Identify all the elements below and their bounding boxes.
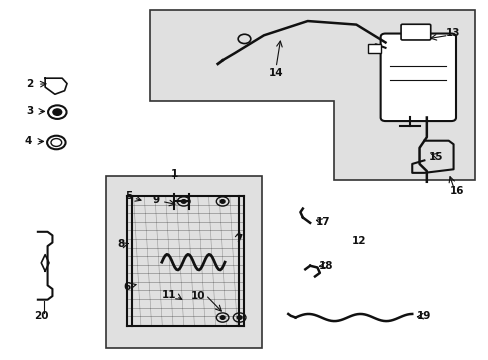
Text: 15: 15 [428, 152, 443, 162]
Text: 14: 14 [268, 68, 283, 78]
Circle shape [53, 109, 61, 115]
Circle shape [237, 316, 242, 319]
Text: 17: 17 [315, 217, 330, 227]
Text: 4: 4 [24, 136, 32, 147]
Text: 7: 7 [235, 234, 242, 244]
Text: 3: 3 [26, 107, 33, 116]
FancyBboxPatch shape [400, 24, 430, 40]
Bar [368, 44, 380, 53]
FancyBboxPatch shape [380, 33, 455, 121]
Circle shape [181, 200, 186, 203]
Text: 18: 18 [318, 261, 333, 271]
Text: 8: 8 [117, 239, 124, 249]
Text: 10: 10 [191, 291, 205, 301]
Text: 5: 5 [125, 191, 132, 201]
Text: 16: 16 [449, 186, 464, 197]
Text: 19: 19 [416, 311, 431, 321]
Circle shape [220, 316, 224, 319]
Circle shape [220, 200, 224, 203]
Text: 20: 20 [34, 311, 48, 321]
Text: 9: 9 [152, 195, 159, 204]
Text: 1: 1 [170, 168, 177, 179]
Polygon shape [149, 10, 474, 180]
Bar [106, 176, 261, 348]
Text: 13: 13 [445, 28, 459, 38]
Text: 11: 11 [162, 290, 176, 300]
Text: 12: 12 [351, 236, 365, 246]
Text: 2: 2 [26, 79, 33, 89]
Text: 6: 6 [123, 282, 130, 292]
